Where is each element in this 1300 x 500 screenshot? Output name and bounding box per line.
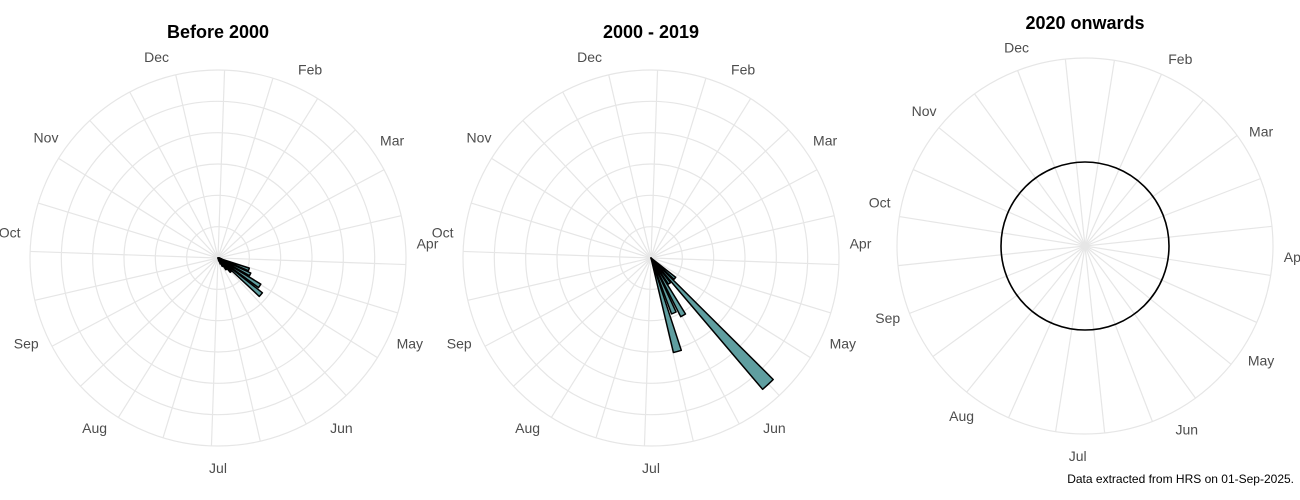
grid-spoke [909,245,1086,314]
chart-title: Before 2000 [167,22,269,42]
month-label-jun: Jun [763,420,786,436]
month-label-mar: Mar [1249,124,1273,140]
grid-ring [186,226,250,290]
bars [650,257,774,391]
grid-spoke [1084,245,1271,277]
grid-spoke [899,215,1086,247]
grid-spoke [1084,245,1196,399]
month-label-mar: Mar [813,133,837,149]
grid-spoke [897,245,1086,267]
month-label-feb: Feb [1168,51,1192,67]
month-label-oct: Oct [0,224,21,240]
grid-spoke [932,245,1086,357]
empty-data-circle [1000,161,1170,331]
month-label-apr: Apr [417,235,439,251]
grid-ring [92,132,344,384]
chart-title: 2000 - 2019 [603,22,699,42]
grid-spoke [1084,178,1261,247]
month-label-feb: Feb [731,61,755,77]
bars [217,257,264,298]
month-label-jul: Jul [209,460,227,476]
grid-ring [123,163,313,353]
grid-ring [154,194,282,322]
month-label-mar: Mar [380,133,404,149]
grid-ring [556,163,746,353]
month-label-sep: Sep [447,335,472,351]
grid-spoke [974,93,1086,247]
polar-panel-2: Dec Feb Mar Apr May Jun Jul Aug Sep Oct Nov 2000 - … [432,22,872,476]
month-label-may: May [1248,352,1274,368]
bar [650,257,677,315]
month-labels: Dec Feb Mar Apr May Jun Jul Aug Sep Oct Nov [432,49,872,476]
grid-ring [493,100,809,416]
grid-ring [29,69,407,447]
grid-spoke [1084,245,1257,324]
data-source-caption: Data extracted from HRS on 01-Sep-2025. [1067,472,1294,486]
month-label-nov: Nov [467,130,492,146]
month-label-aug: Aug [949,408,974,424]
month-label-nov: Nov [34,130,59,146]
grid-ring [60,100,376,416]
grid-spoke [1007,245,1086,418]
month-label-sep: Sep [14,335,39,351]
month-label-aug: Aug [515,420,540,436]
bar [217,257,264,298]
grid-ring [587,194,715,322]
grid-rings [462,69,840,447]
grid-spoke [1084,74,1163,247]
month-label-nov: Nov [912,103,937,119]
month-label-may: May [397,335,423,351]
grid-spoke [938,127,1086,247]
month-label-dec: Dec [577,49,602,65]
month-label-may: May [830,335,856,351]
grid-spokes [897,58,1273,434]
month-label-aug: Aug [82,420,107,436]
polar-panel-1: Dec Feb Mar Apr May Jun Jul Aug Sep Oct Nov Before … [0,22,439,476]
grid-ring [525,132,777,384]
month-label-dec: Dec [1004,39,1029,55]
grid-spoke [1084,135,1238,247]
month-label-oct: Oct [432,224,454,240]
month-label-jun: Jun [330,420,353,436]
bar [650,257,687,318]
bar [217,257,262,289]
grid-ring [462,69,840,447]
grid-spoke [1084,245,1232,365]
month-label-apr: Apr [1284,249,1300,265]
month-label-sep: Sep [875,310,900,326]
bar [650,257,683,354]
month-label-apr: Apr [850,235,872,251]
month-labels: Dec Feb Mar Apr May Jun Jul Aug Sep Oct Nov [869,39,1300,464]
chart-title: 2020 onwards [1025,13,1144,33]
grid-spoke [1084,245,1153,422]
grid-spoke [1084,99,1204,247]
bar [650,257,774,391]
month-label-jul: Jul [1069,448,1087,464]
grid-rings [29,69,407,447]
month-label-jun: Jun [1176,422,1199,438]
month-label-jul: Jul [642,460,660,476]
grid-spoke [1054,245,1086,432]
month-labels: Dec Feb Mar Apr May Jun Jul Aug Sep Oct Nov [0,49,439,476]
polar-panel-3: Dec Feb Mar Apr May Jun Jul Aug Sep Oct Nov 2020 on… [869,13,1300,464]
grid-ring [619,226,683,290]
bar [217,257,220,262]
grid-spoke [1064,58,1086,247]
grid-ring [896,57,1274,435]
grid-spoke [1084,225,1273,247]
grid-rings [896,57,1274,435]
month-label-feb: Feb [298,61,322,77]
month-label-oct: Oct [869,194,891,210]
grid-spoke [1084,60,1116,247]
grid-spoke [913,168,1086,247]
grid-spoke [966,245,1086,393]
grid-spoke [1084,245,1106,434]
month-label-dec: Dec [144,49,169,65]
grid-spoke [1017,70,1086,247]
